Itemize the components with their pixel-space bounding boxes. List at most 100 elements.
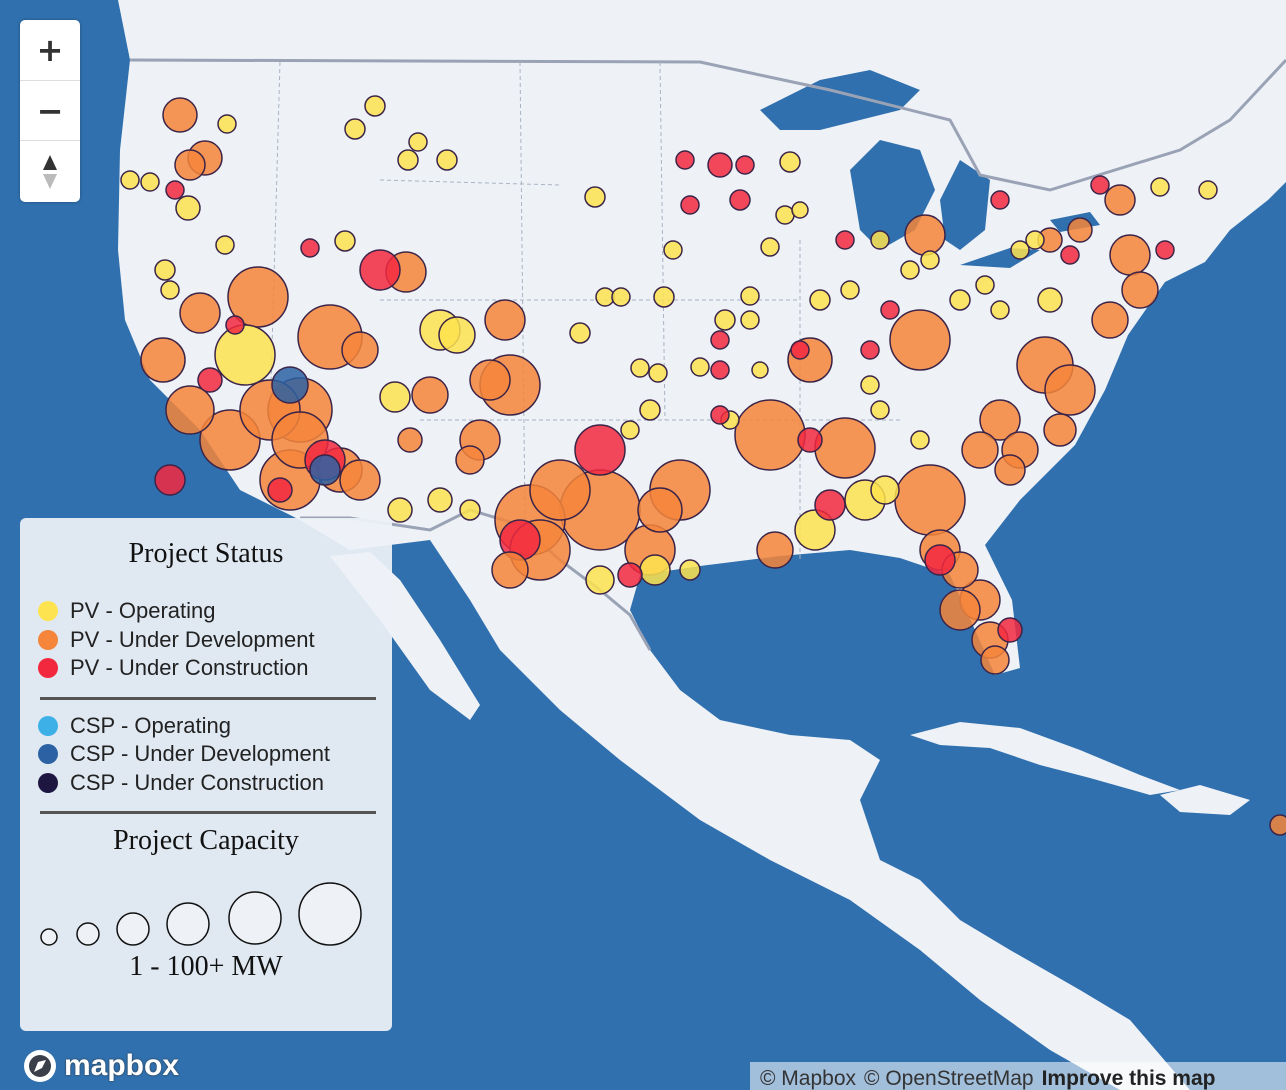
- project-marker: [924, 544, 956, 576]
- project-marker: [920, 250, 940, 270]
- great-lakes: [760, 70, 920, 130]
- capacity-circle: [40, 928, 58, 946]
- project-marker: [814, 489, 846, 521]
- project-marker: [949, 289, 971, 311]
- project-marker: [675, 150, 695, 170]
- project-marker: [870, 400, 890, 420]
- project-marker: [1198, 180, 1218, 200]
- project-marker: [870, 230, 890, 250]
- project-marker: [120, 170, 140, 190]
- attribution: © Mapbox © OpenStreetMap Improve this map: [750, 1062, 1286, 1090]
- project-marker: [364, 95, 386, 117]
- project-marker: [835, 230, 855, 250]
- project-marker: [344, 118, 366, 140]
- project-marker: [904, 214, 946, 256]
- project-marker: [459, 499, 481, 521]
- legend-label: CSP - Operating: [70, 712, 232, 738]
- project-marker: [217, 114, 237, 134]
- project-marker: [455, 445, 485, 475]
- project-marker: [729, 189, 751, 211]
- project-marker: [339, 459, 381, 501]
- project-marker: [334, 230, 356, 252]
- project-marker: [1109, 234, 1151, 276]
- legend-swatch: [38, 744, 58, 765]
- project-marker: [740, 310, 760, 330]
- compass-icon: [43, 155, 57, 189]
- project-marker: [751, 361, 769, 379]
- project-marker: [411, 376, 449, 414]
- project-marker: [653, 286, 675, 308]
- project-marker: [174, 149, 206, 181]
- zoom-in-button[interactable]: +: [20, 20, 80, 80]
- project-marker: [910, 430, 930, 450]
- project-marker: [714, 309, 736, 331]
- project-marker: [140, 337, 186, 383]
- legend-items: PV - Operating PV - Under Development PV -…: [38, 597, 378, 826]
- legend-label: PV - Under Construction: [70, 655, 309, 681]
- project-marker: [1150, 177, 1170, 197]
- project-marker: [637, 487, 683, 533]
- project-marker: [779, 151, 801, 173]
- project-marker: [680, 195, 700, 215]
- project-marker: [1091, 301, 1129, 339]
- project-marker: [809, 289, 831, 311]
- project-marker: [359, 249, 401, 291]
- project-marker: [889, 309, 951, 371]
- project-marker: [1090, 175, 1110, 195]
- capacity-circle: [166, 902, 210, 946]
- project-marker: [639, 399, 661, 421]
- project-marker: [979, 399, 1021, 441]
- logo-text: mapbox: [64, 1049, 180, 1082]
- project-marker: [227, 266, 289, 328]
- project-marker: [165, 180, 185, 200]
- attribution-link[interactable]: © OpenStreetMap: [864, 1067, 1034, 1090]
- project-marker: [1269, 814, 1286, 836]
- legend-title: Project Status: [128, 538, 284, 569]
- attribution-link[interactable]: Improve this map: [1041, 1067, 1216, 1090]
- project-marker: [341, 331, 379, 369]
- hispaniola: [1160, 785, 1250, 815]
- project-marker: [436, 149, 458, 171]
- state-border: [269, 61, 281, 421]
- project-marker: [710, 405, 730, 425]
- project-marker: [1037, 287, 1063, 313]
- project-marker: [154, 259, 176, 281]
- zoom-out-button[interactable]: −: [20, 80, 80, 140]
- compass-button[interactable]: [20, 140, 80, 201]
- cuba: [910, 722, 1180, 795]
- project-marker: [197, 367, 223, 393]
- legend-item: CSP - Under Development: [38, 740, 378, 769]
- logo-mark: [34, 1060, 46, 1072]
- project-marker: [775, 205, 795, 225]
- project-marker: [791, 201, 809, 219]
- project-marker: [975, 275, 995, 295]
- project-marker: [387, 497, 413, 523]
- project-marker: [794, 509, 836, 551]
- project-marker: [1067, 217, 1093, 243]
- project-marker: [529, 459, 591, 521]
- project-marker: [994, 454, 1026, 486]
- legend-item: CSP - Under Construction: [38, 769, 378, 798]
- project-marker: [438, 316, 476, 354]
- mapbox-logo[interactable]: mapbox: [22, 1046, 179, 1086]
- project-marker: [140, 172, 160, 192]
- project-marker: [620, 420, 640, 440]
- project-marker: [734, 399, 806, 471]
- project-marker: [961, 431, 999, 469]
- legend-title: Project Capacity: [113, 825, 299, 856]
- state-border: [379, 179, 561, 186]
- project-marker: [663, 240, 683, 260]
- project-marker: [690, 357, 710, 377]
- project-marker: [469, 359, 511, 401]
- project-marker: [611, 287, 631, 307]
- project-marker: [491, 551, 529, 589]
- project-marker: [267, 477, 293, 503]
- project-marker: [162, 97, 198, 133]
- compass-south: [43, 174, 57, 189]
- project-marker: [617, 562, 643, 588]
- attribution-link[interactable]: © Mapbox: [760, 1067, 857, 1090]
- project-marker: [584, 186, 606, 208]
- capacity-circle: [116, 912, 150, 946]
- project-marker: [309, 454, 341, 486]
- project-marker: [1010, 240, 1030, 260]
